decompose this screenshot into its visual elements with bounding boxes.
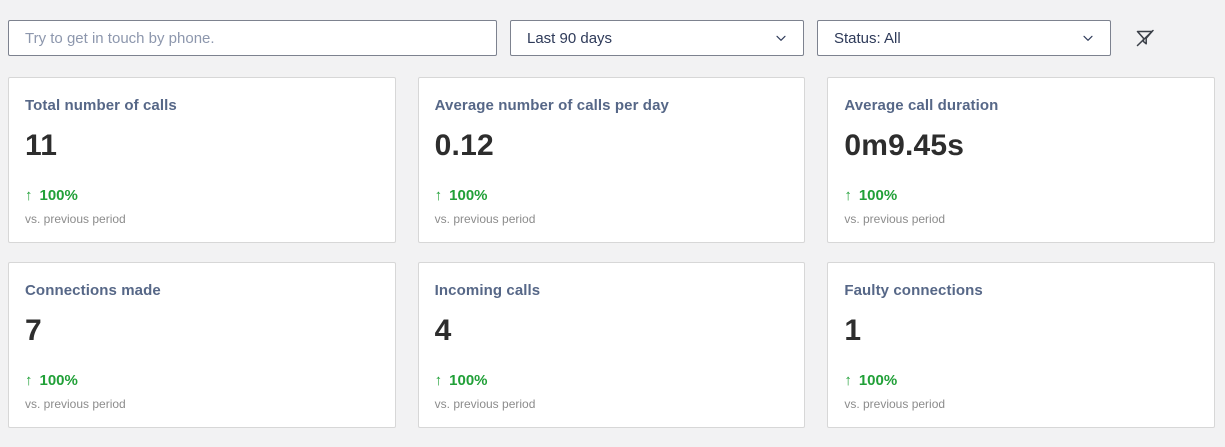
card-title: Faulty connections [844,282,983,299]
comparison-label: vs. previous period [434,397,536,411]
card-title: Average number of calls per day [434,97,669,114]
comparison-label: vs. previous period [25,397,126,411]
filters-toolbar: Last 90 days Status: All [8,20,1215,56]
card-value: 0m9.45s [844,129,965,162]
trend-change: 100% [39,372,78,389]
chevron-down-icon [773,30,789,46]
card-trend: ↑ 100% [844,187,1198,204]
filter-off-icon [1133,26,1157,50]
date-range-select[interactable]: Last 90 days [510,20,804,56]
comparison-label: vs. previous period [434,212,536,226]
card-value: 0.12 [434,129,494,162]
comparison-label: vs. previous period [25,212,126,226]
card-trend: ↑ 100% [25,372,379,389]
card-value: 11 [25,129,58,162]
search-input[interactable] [8,20,497,56]
trend-change: 100% [449,372,488,389]
stat-card-avg-call-duration: Average call duration 0m9.45s ↑ 100% vs.… [827,77,1215,243]
comparison-label: vs. previous period [844,212,946,226]
card-title: Average call duration [844,97,999,114]
trend-up-icon: ↑ [25,372,33,389]
card-title: Incoming calls [434,282,541,299]
trend-change: 100% [449,187,488,204]
trend-up-icon: ↑ [434,187,443,204]
card-trend: ↑ 100% [435,372,789,389]
trend-up-icon: ↑ [844,187,852,204]
trend-change: 100% [858,372,898,389]
card-title: Total number of calls [25,97,177,114]
card-trend: ↑ 100% [435,187,789,204]
stat-card-faulty-connections: Faulty connections 1 ↑ 100% vs. previous… [827,262,1215,428]
stat-card-avg-calls-per-day: Average number of calls per day 0.12 ↑ 1… [417,77,806,243]
chevron-down-icon [1080,30,1096,46]
stat-card-connections-made: Connections made 7 ↑ 100% vs. previous p… [8,262,396,428]
card-value: 1 [844,314,862,347]
trend-up-icon: ↑ [434,372,443,389]
trend-up-icon: ↑ [25,187,33,204]
card-trend: ↑ 100% [25,187,379,204]
date-range-value: Last 90 days [527,29,613,47]
trend-change: 100% [39,187,78,204]
stat-card-incoming-calls: Incoming calls 4 ↑ 100% vs. previous per… [417,262,806,428]
status-select[interactable]: Status: All [817,20,1111,56]
comparison-label: vs. previous period [844,397,946,411]
card-trend: ↑ 100% [844,372,1198,389]
card-value: 4 [434,314,452,347]
stat-card-total-calls: Total number of calls 11 ↑ 100% vs. prev… [8,77,396,243]
trend-up-icon: ↑ [844,372,852,389]
trend-change: 100% [858,187,898,204]
card-title: Connections made [25,282,161,299]
status-value: Status: All [834,29,901,47]
card-value: 7 [25,314,42,347]
kpi-cards-grid: Total number of calls 11 ↑ 100% vs. prev… [8,77,1215,428]
clear-filters-button[interactable] [1129,22,1161,54]
